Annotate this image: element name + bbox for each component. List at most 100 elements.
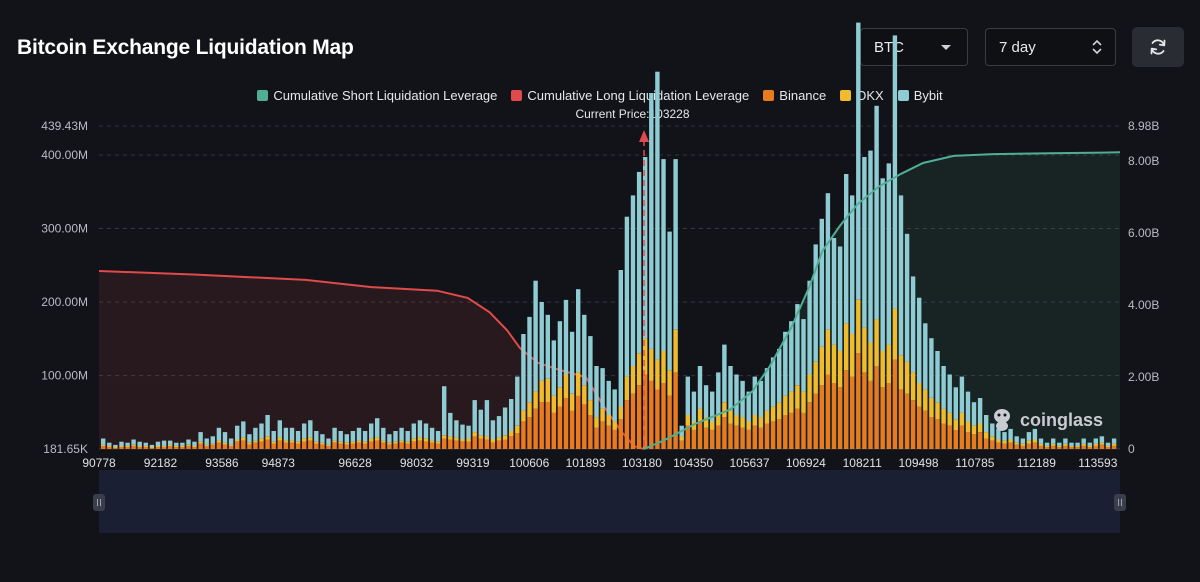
legend-item-short-cum[interactable]: Cumulative Short Liquidation Leverage xyxy=(257,88,497,103)
bar-okx xyxy=(289,440,295,443)
y-right-tick-label: 8.98B xyxy=(1128,119,1159,133)
legend-item-long-cum[interactable]: Cumulative Long Liquidation Leverage xyxy=(511,88,749,103)
bar-okx xyxy=(533,391,538,409)
bar-okx xyxy=(868,342,873,381)
zoom-handle-right[interactable] xyxy=(1114,494,1126,511)
bar-bybit xyxy=(411,423,416,439)
bar-okx xyxy=(984,432,989,439)
bar-binance xyxy=(186,445,191,449)
bar-binance xyxy=(1002,443,1007,449)
bar-binance xyxy=(1105,447,1111,449)
bar-okx xyxy=(990,436,995,441)
bar-bybit xyxy=(1057,442,1062,446)
time-range-value: 7 day xyxy=(999,38,1036,56)
bar-bybit xyxy=(521,334,526,411)
bar-bybit xyxy=(917,297,922,383)
bar-binance xyxy=(161,447,167,449)
bar-okx xyxy=(125,445,130,447)
bar-bybit xyxy=(435,431,441,442)
bar-binance xyxy=(131,445,136,449)
bar-okx xyxy=(563,374,569,398)
legend-item-okx[interactable]: OKX xyxy=(840,88,884,103)
bar-okx xyxy=(515,425,520,434)
bar-binance xyxy=(618,419,623,449)
bar-binance xyxy=(661,383,666,449)
bar-okx xyxy=(953,419,958,430)
bar-okx xyxy=(941,408,946,424)
legend-swatch xyxy=(897,90,909,101)
bar-bybit xyxy=(1087,442,1092,446)
legend-swatch xyxy=(511,90,523,101)
bar-okx xyxy=(728,410,733,424)
y-left-tick-label: 300.00M xyxy=(41,222,88,236)
bar-okx xyxy=(673,329,678,373)
refresh-button[interactable] xyxy=(1132,27,1184,67)
coin-select[interactable]: BTC xyxy=(860,28,968,66)
bar-okx xyxy=(770,406,776,422)
bar-binance xyxy=(1032,442,1038,449)
bar-binance xyxy=(783,415,788,449)
x-tick-label: 112189 xyxy=(1017,456,1056,470)
bar-binance xyxy=(344,444,349,449)
bar-bybit xyxy=(247,434,252,443)
bar-bybit xyxy=(612,389,617,422)
bar-bybit xyxy=(990,423,995,437)
bar-bybit xyxy=(618,270,623,407)
bar-bybit xyxy=(551,340,556,396)
bar-binance xyxy=(235,441,240,449)
bar-bybit xyxy=(137,441,142,446)
bar-binance xyxy=(795,408,800,449)
bar-bybit xyxy=(862,157,867,328)
bar-okx xyxy=(910,372,916,401)
bar-okx xyxy=(259,438,264,442)
bar-okx xyxy=(679,436,684,441)
bar-binance xyxy=(369,441,374,449)
bar-okx xyxy=(411,438,416,442)
bar-bybit xyxy=(844,174,849,324)
time-range-select[interactable]: 7 day xyxy=(985,28,1116,66)
bar-binance xyxy=(107,447,112,449)
bar-bybit xyxy=(685,376,690,415)
bar-bybit xyxy=(381,427,386,441)
bar-binance xyxy=(856,353,861,449)
legend-item-binance[interactable]: Binance xyxy=(763,88,826,103)
bar-bybit xyxy=(923,323,928,390)
x-tick-label: 99319 xyxy=(456,456,490,470)
bar-bybit xyxy=(697,366,703,409)
bar-okx xyxy=(600,408,605,422)
bar-bybit xyxy=(490,420,496,440)
bar-binance xyxy=(582,404,587,449)
legend-item-bybit[interactable]: Bybit xyxy=(897,88,943,103)
bar-bybit xyxy=(423,423,429,439)
bar-okx xyxy=(630,366,636,394)
bar-binance xyxy=(295,443,301,449)
x-tick-label: 110785 xyxy=(955,456,994,470)
bar-bybit xyxy=(624,216,630,377)
bar-binance xyxy=(850,376,855,449)
bar-okx xyxy=(186,444,191,446)
bar-binance xyxy=(381,442,386,449)
bar-binance xyxy=(594,427,599,449)
bar-bybit xyxy=(259,423,264,439)
bar-bybit xyxy=(174,442,179,446)
bar-okx xyxy=(649,348,654,381)
bar-bybit xyxy=(892,35,898,309)
x-tick-label: 113593 xyxy=(1078,456,1117,470)
x-tick-label: 100606 xyxy=(509,456,549,470)
zoom-handle-left[interactable] xyxy=(93,494,105,511)
bar-binance xyxy=(375,440,380,449)
bar-bybit xyxy=(837,246,843,351)
bar-okx xyxy=(222,442,228,445)
bar-okx xyxy=(344,442,349,445)
bar-binance xyxy=(868,380,873,449)
bar-okx xyxy=(228,444,234,446)
bar-okx xyxy=(740,417,745,428)
bar-bybit xyxy=(655,71,660,360)
bar-okx xyxy=(417,437,423,441)
zoom-slider[interactable] xyxy=(93,470,1126,533)
bar-bybit xyxy=(728,366,733,411)
bar-bybit xyxy=(783,331,788,396)
x-tick-label: 103180 xyxy=(622,456,662,470)
bar-okx xyxy=(886,344,891,383)
bar-okx xyxy=(1111,443,1117,446)
